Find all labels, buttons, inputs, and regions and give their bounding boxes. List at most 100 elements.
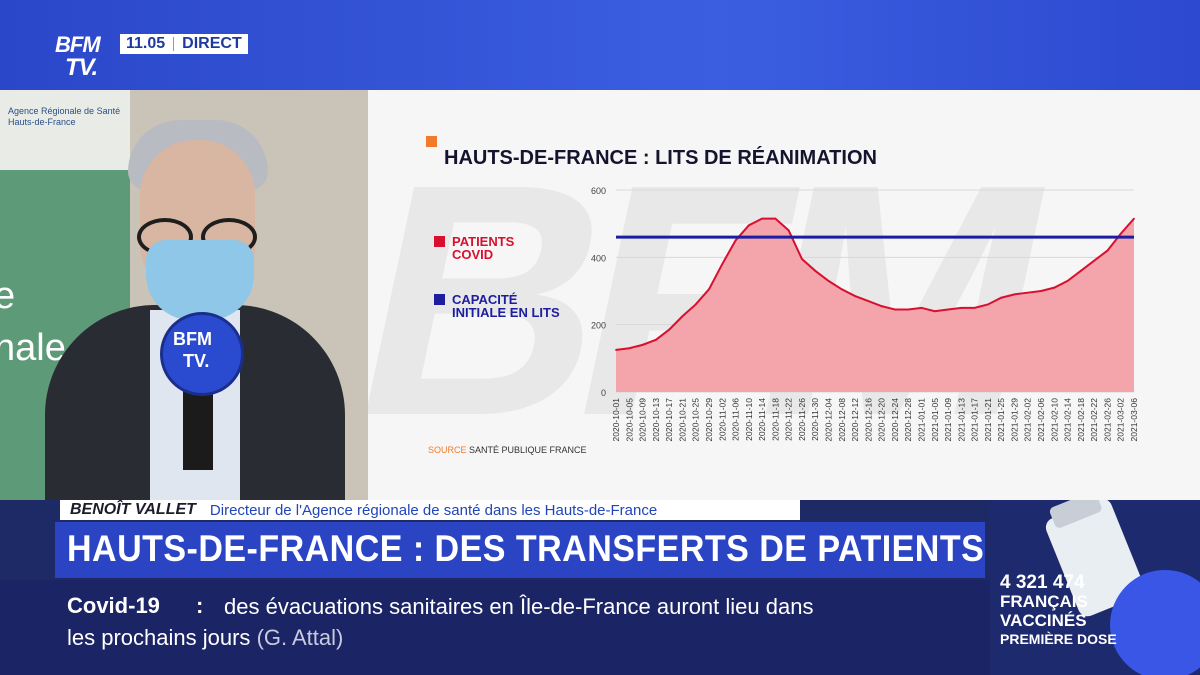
x-tick-label: 2020-12-08 [837,398,847,442]
patients-point [814,269,817,272]
x-tick-label: 2021-01-29 [1009,398,1019,442]
patients-point [801,258,803,260]
guest-role: Directeur de l'Agence régionale de santé… [209,501,658,519]
title-marker [426,136,437,147]
x-tick-label: 2020-10-01 [611,398,621,442]
patients-point [1040,290,1042,292]
patients-point [894,308,896,311]
patients-point [1133,217,1135,220]
patients-point [1013,293,1016,296]
patients-point [641,343,644,346]
x-tick-label: 2021-01-01 [916,398,926,442]
headline-bar: HAUTS-DE-FRANCE : DES TRANSFERTS DE PATI… [55,522,985,578]
patients-point [1093,259,1096,262]
chart-title: HAUTS-DE-FRANCE : LITS DE RÉANIMATION [444,147,877,169]
patients-point [1066,280,1069,282]
patients-point [867,300,870,302]
x-tick-label: 2020-11-14 [757,398,767,441]
y-tick-label: 600 [591,186,606,196]
vaccine-label-b: VACCINÉS [1000,611,1087,630]
patients-point [761,217,764,220]
ars-sign-text: Agence Régionale de Santé Hauts-de-Franc… [8,106,121,127]
patients-point [774,217,777,220]
patients-point [854,295,856,297]
patients-line [615,217,1135,351]
patients-point [973,306,976,309]
x-tick-label: 2021-02-18 [1076,398,1086,442]
patients-point [960,306,963,309]
name-strap: BENOÎT VALLET Directeur de l'Agence régi… [60,500,800,520]
x-tick-label: 2021-01-17 [970,398,980,442]
patients-point [1106,249,1109,252]
patients-point [920,306,923,309]
x-tick-label: 2020-11-02 [717,398,727,441]
patients-point [1079,269,1082,272]
live-clock: 11.05 DIRECT [120,34,248,54]
x-tick-label: 2020-10-09 [638,398,648,442]
interviewee-video: Agence Régionale de Santé Hauts-de-Franc… [0,90,368,500]
x-tick-label: 2020-12-28 [903,398,913,442]
x-tick-label: 2020-11-06 [731,398,741,441]
x-tick-label: 2020-12-04 [824,398,834,442]
patients-point [947,308,949,311]
x-tick-label: 2020-10-05 [624,398,634,442]
x-tick-label: 2021-03-02 [1116,398,1126,442]
vaccine-count: 4 321 474 [1000,572,1085,593]
x-tick-label: 2021-03-06 [1129,398,1139,442]
x-tick-label: 2021-01-13 [956,398,966,442]
patients-point [907,308,910,311]
x-tick-label: 2020-10-17 [664,398,674,442]
patients-point [708,288,710,291]
x-tick-label: 2021-02-02 [1023,398,1033,442]
patients-point [734,239,737,242]
x-tick-label: 2021-01-25 [996,398,1006,442]
patients-area [616,218,1134,392]
x-tick-label: 2020-10-25 [691,398,701,442]
x-tick-label: 2020-10-21 [677,398,687,442]
patients-point [681,315,684,318]
clock-divider [173,37,175,51]
patients-point [747,224,750,227]
legend-swatch-patients [434,236,445,247]
x-tick-label: 2020-11-30 [810,398,820,441]
chart-panel: BFM HAUTS-DE-FRANCE : LITS DE RÉANIMATIO… [368,90,1200,500]
x-tick-label: 2021-02-26 [1102,398,1112,442]
vaccine-counter: 4 321 474 FRANÇAIS VACCINÉS PREMIÈRE DOS… [990,500,1200,675]
x-tick-label: 2021-02-14 [1063,398,1073,442]
patients-point [694,303,697,306]
x-tick-label: 2020-11-18 [770,398,780,441]
patients-point [1000,296,1003,299]
y-tick-label: 0 [601,388,606,398]
vaccine-label-a: FRANÇAIS [1000,592,1088,611]
x-tick-label: 2020-12-24 [890,398,900,442]
x-tick-label: 2021-01-09 [943,398,953,442]
x-tick-label: 2020-10-29 [704,398,714,442]
glove-icon [1110,570,1200,675]
microphone-icon: BFM TV. [160,312,244,396]
guest-name: BENOÎT VALLET [70,501,196,518]
x-tick-label: 2020-12-16 [863,398,873,442]
face-mask [146,240,254,320]
patients-point [827,280,830,282]
microphone-handle [183,390,213,470]
patients-point [840,288,843,291]
news-ticker: Covid-19 : des évacuations sanitaires en… [0,580,990,675]
patients-point [615,349,617,351]
patients-point [787,229,790,232]
patients-point [654,338,657,341]
x-tick-label: 2021-02-06 [1036,398,1046,442]
x-tick-label: 2020-10-13 [651,398,661,442]
legend-swatch-capacity [434,294,445,305]
backdrop-big-letters: e nale [0,275,66,369]
x-tick-label: 2020-11-22 [784,398,794,441]
x-tick-label: 2021-02-22 [1089,398,1099,442]
patients-point [1026,291,1029,294]
live-label: DIRECT [182,35,242,52]
patients-point [1053,286,1056,289]
headline: HAUTS-DE-FRANCE : DES TRANSFERTS DE PATI… [67,528,985,569]
x-tick-label: 2021-01-21 [983,398,993,442]
patients-point [721,263,724,265]
chart-plot: 0 200 400 600 2020-10-01 2020-10-05 2020-10-09… [591,186,1139,442]
x-tick-label: 2021-01-05 [930,398,940,442]
y-tick-label: 200 [591,321,606,331]
